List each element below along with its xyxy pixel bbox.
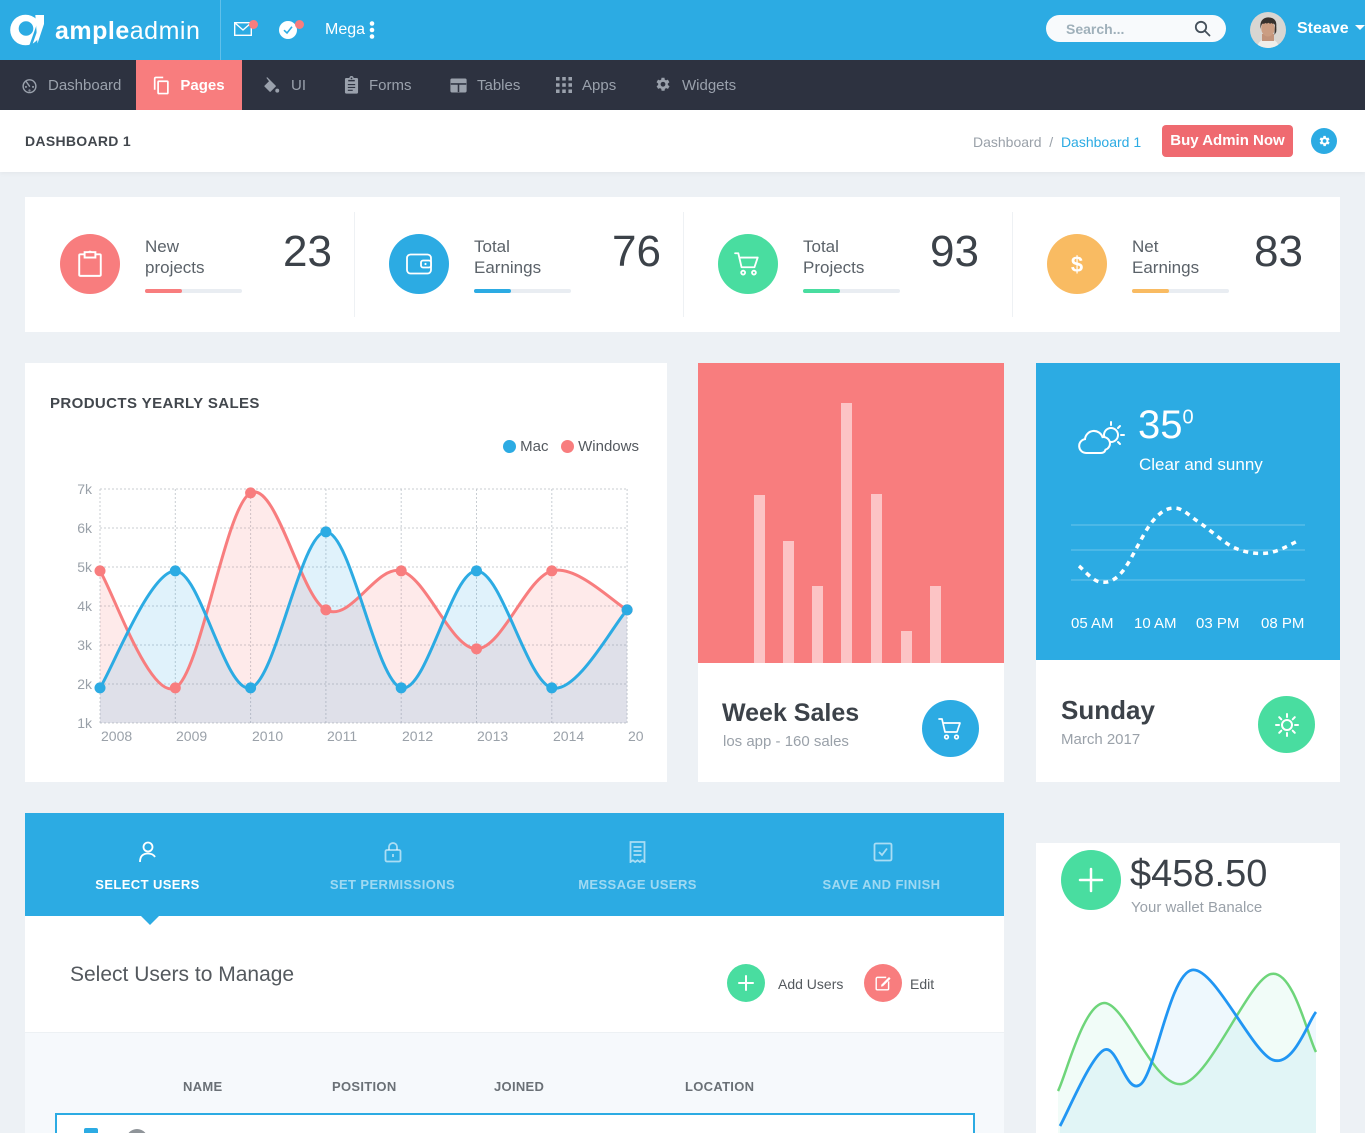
svg-text:2014: 2014	[553, 728, 584, 744]
svg-text:6k: 6k	[77, 520, 93, 536]
svg-text:2011: 2011	[327, 728, 357, 744]
svg-text:5k: 5k	[77, 559, 93, 575]
svg-text:3k: 3k	[77, 637, 93, 653]
svg-text:20: 20	[628, 728, 644, 744]
svg-text:2008: 2008	[101, 728, 132, 744]
svg-text:2k: 2k	[77, 676, 93, 692]
svg-text:$: $	[1071, 252, 1083, 277]
svg-text:2009: 2009	[176, 728, 207, 744]
svg-text:7k: 7k	[77, 481, 93, 497]
svg-text:4k: 4k	[77, 598, 93, 614]
svg-text:1k: 1k	[77, 715, 93, 731]
svg-text:2010: 2010	[252, 728, 283, 744]
svg-text:2013: 2013	[477, 728, 508, 744]
svg-text:2012: 2012	[402, 728, 433, 744]
